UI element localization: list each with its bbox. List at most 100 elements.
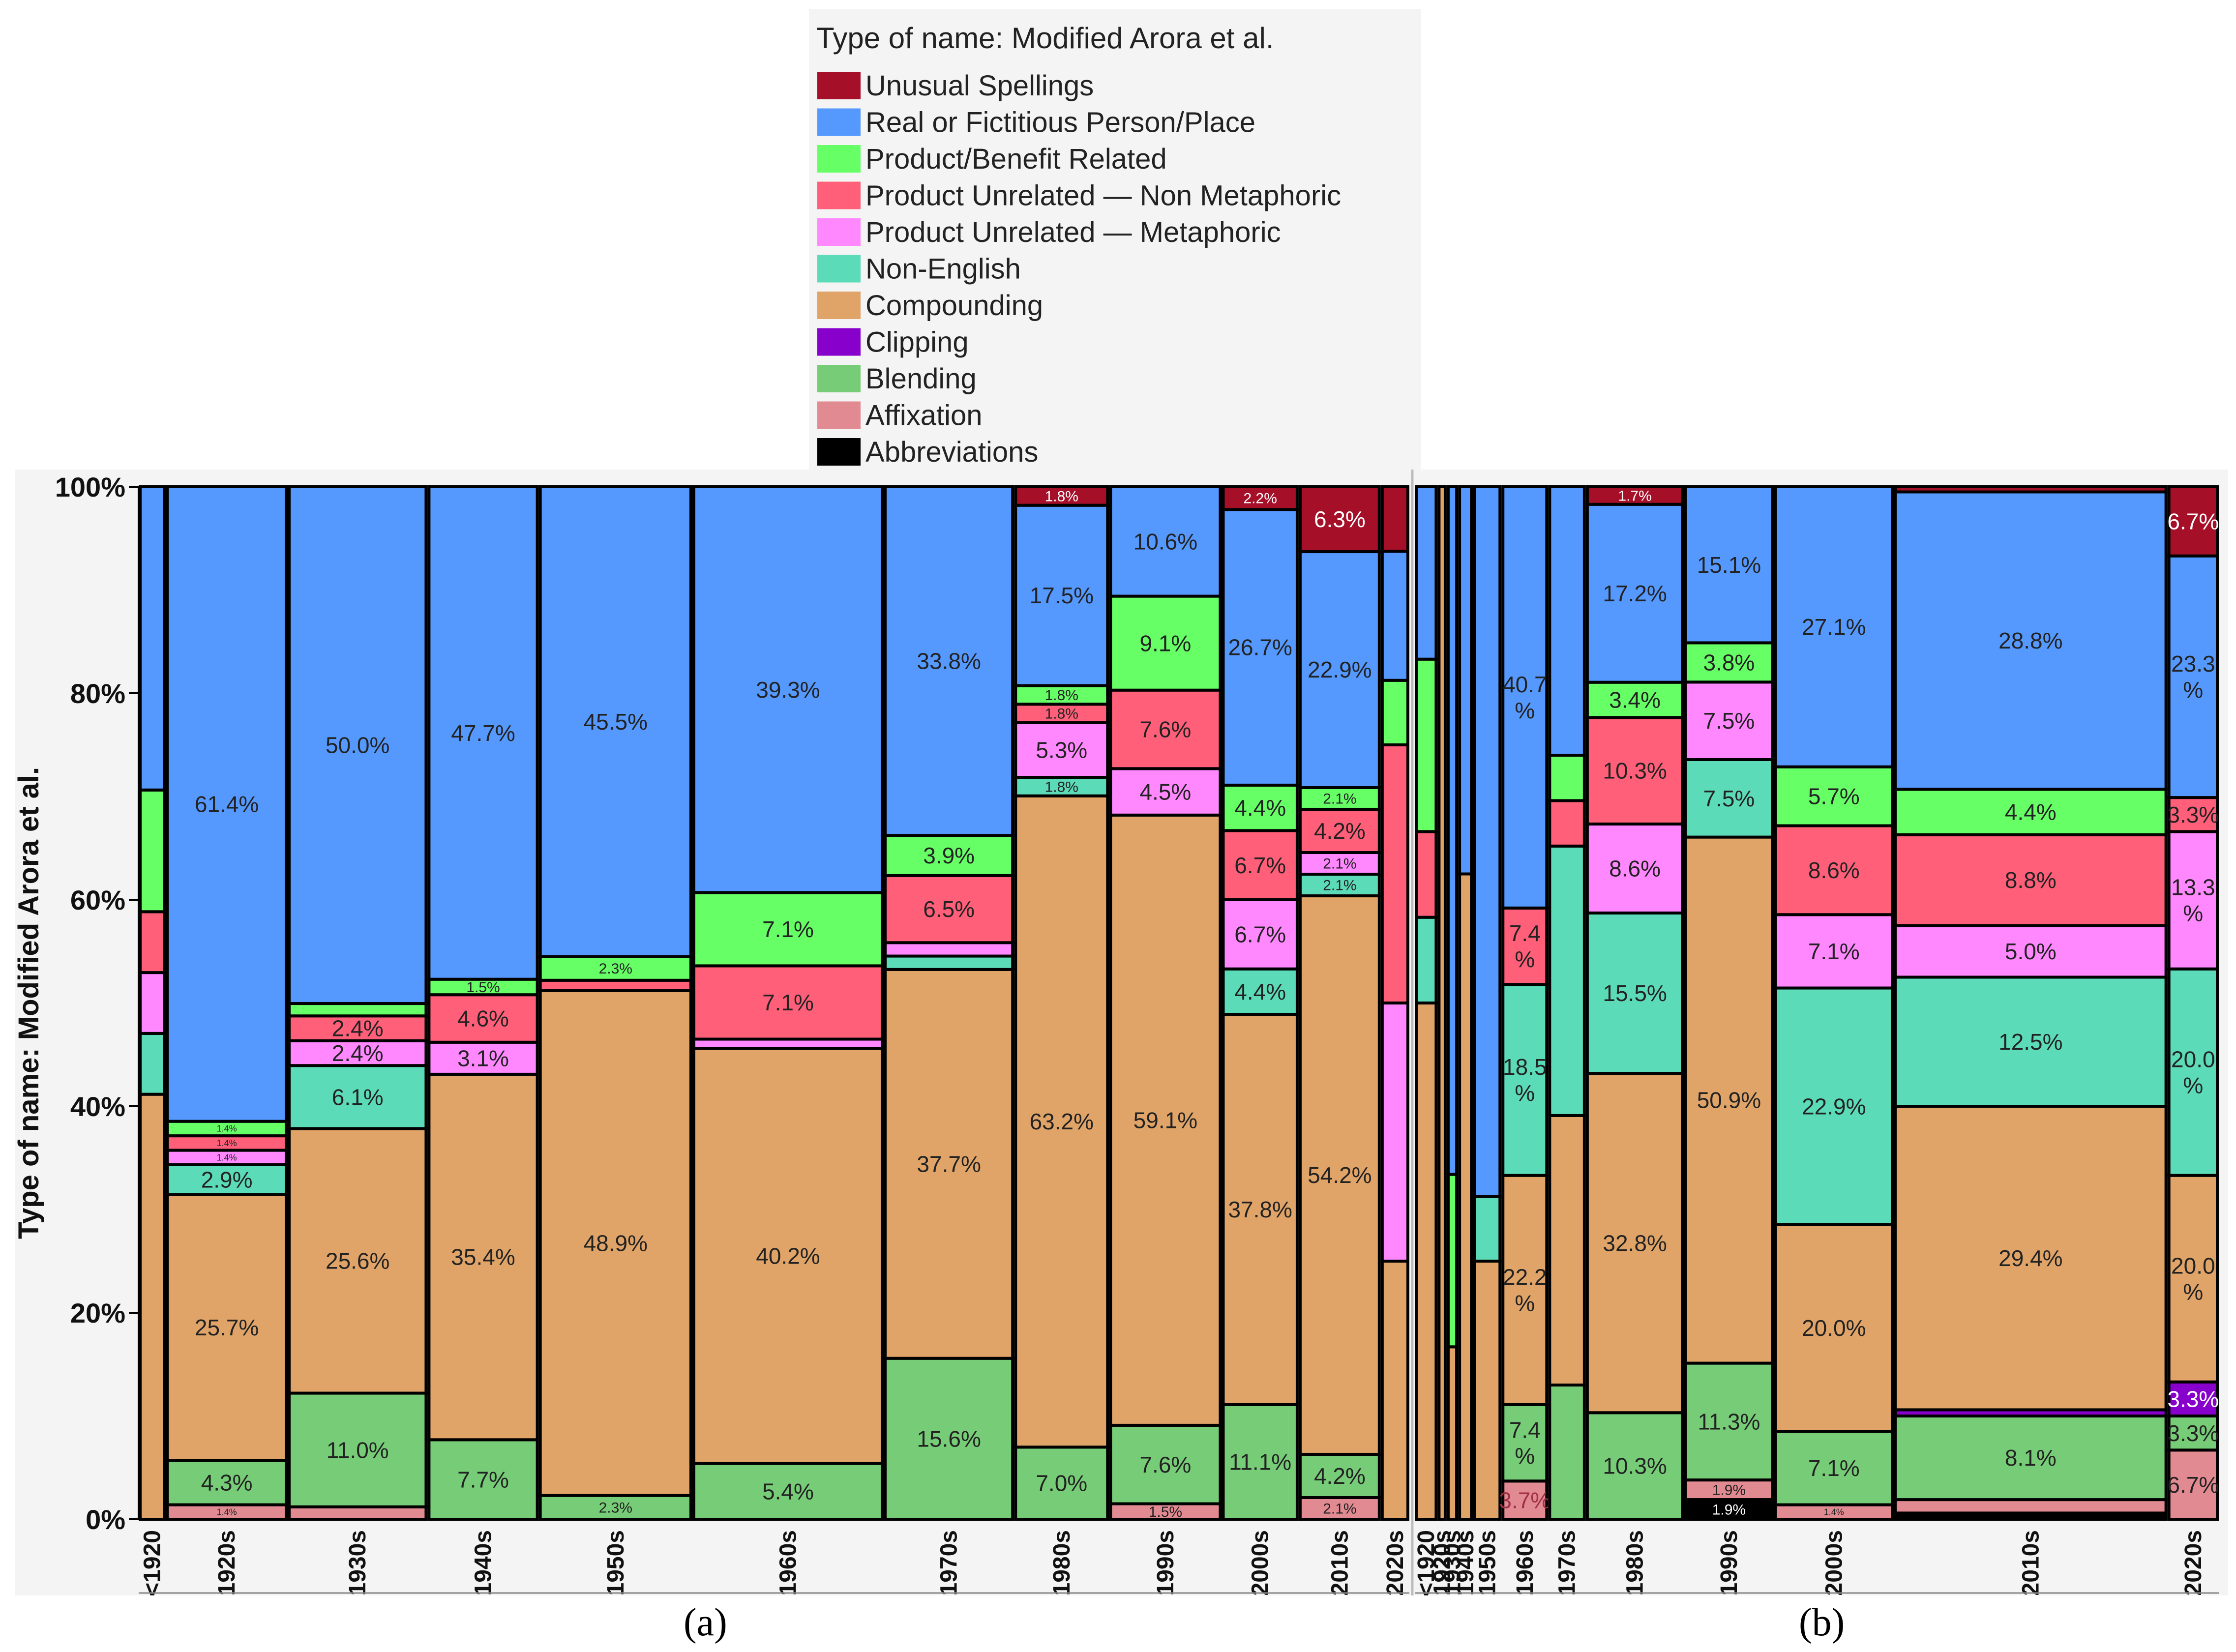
x-tick-label: 1980s (1049, 1530, 1075, 1595)
segment-ne (1548, 844, 1586, 1117)
segment-nm (884, 874, 1014, 944)
segment-pb (1774, 765, 1894, 827)
segment-label-co: 25.6% (326, 1248, 389, 1274)
segment-co (139, 1092, 166, 1521)
segment-nm (1415, 830, 1438, 919)
x-tick-label: 1970s (936, 1530, 962, 1595)
segment-co (427, 1072, 539, 1442)
segment-label-nm: 10.3% (1603, 758, 1667, 784)
segment-pb (1548, 754, 1586, 802)
segment-label-bl: 4.3% (201, 1470, 253, 1495)
segment-nm (1222, 829, 1299, 902)
segment-label-co: 50.9% (1697, 1088, 1761, 1113)
segment-rp (1473, 485, 1502, 1198)
column-1980s: 7.0% 63.2% 1.8% 5.3% 1.8% 1.8% 17.5% 1.8% (1014, 485, 1109, 1521)
segment-me (166, 1149, 288, 1166)
segment-nm (692, 964, 884, 1041)
legend-swatch-rp (817, 108, 861, 136)
segment-label-pb: 7.1% (762, 916, 814, 942)
segment-me (1380, 1002, 1409, 1263)
segment-label-ne: 22.9% (1802, 1093, 1866, 1119)
column-2000s: 1.4% 7.1% 20.0% 22.9% 7.1% 8.6% 5.7% 27.1% (1774, 485, 1894, 1521)
segment-us (1585, 485, 1684, 506)
segment-us (1014, 485, 1109, 507)
segment-label-ne: 2.9% (201, 1167, 253, 1193)
segment-af (1501, 1479, 1549, 1521)
legend-swatch-us (817, 72, 861, 99)
column-1930s (1446, 485, 1459, 1521)
y-tick-label: 80% (70, 678, 125, 709)
column-1920s (1437, 485, 1447, 1521)
segment-ne (1415, 915, 1438, 1004)
segment-pb (1109, 594, 1222, 692)
segment-label-ne: 1.8% (1045, 779, 1078, 795)
segment-label-pb: 5.7% (1808, 784, 1860, 809)
segment-af (1109, 1502, 1222, 1521)
segment-rp (1458, 485, 1473, 876)
x-tick-label: 1960s (1512, 1530, 1538, 1595)
segment-nm (1109, 688, 1222, 770)
segment-co (1014, 794, 1109, 1449)
legend-label-ne: Non-English (865, 253, 1021, 285)
y-tick-label: 20% (70, 1298, 125, 1328)
segment-co (1473, 1260, 1502, 1521)
legend-swatch-af (817, 401, 861, 429)
segment-nm (1380, 743, 1409, 1004)
segment-label-bl: 7.4 (1509, 1417, 1541, 1443)
x-tick-label: 1930s (345, 1530, 371, 1595)
segment-label-rp: 17.5% (1030, 583, 1094, 608)
segment-ne (1774, 986, 1894, 1226)
segment-bl (1298, 1452, 1381, 1499)
segment-label-rp: 50.0% (326, 733, 389, 758)
segment-label-nm: 6.7% (1234, 853, 1286, 878)
segment-co (884, 968, 1014, 1360)
segment-ne (1501, 983, 1549, 1177)
segment-label-pb: 3.9% (923, 843, 975, 868)
segment-label-pb: 2.1% (1323, 791, 1356, 807)
segment-label-ne: 15.5% (1603, 980, 1667, 1006)
segment-label-nm: 3.3% (2167, 802, 2219, 827)
legend-label-af: Affixation (865, 400, 983, 432)
segment-label-af: 3.7% (1499, 1487, 1550, 1513)
segment-ne (1473, 1195, 1502, 1263)
x-tick-label: 1960s (775, 1530, 801, 1595)
segment-rp (1585, 502, 1684, 684)
segment-label-me: 6.7% (1234, 921, 1286, 947)
legend-label-co: Compounding (865, 290, 1043, 322)
segment-label-af: 1.4% (1824, 1507, 1844, 1517)
segment-label-rp: 61.4% (195, 791, 259, 817)
segment-co (166, 1193, 288, 1462)
segment-label-nm: 1.4% (217, 1138, 237, 1148)
segment-label-co: 37.8% (1228, 1197, 1292, 1222)
segment-label-af: 1.9% (1712, 1482, 1746, 1499)
column-2000s: 11.1% 37.8% 4.4% 6.7% 6.7% 4.4% 26.7% 2.2% (1222, 485, 1299, 1521)
segment-label-ne: 4.4% (1234, 979, 1286, 1004)
segment-label-us: 2.2% (1244, 491, 1277, 507)
x-tick-label: 1970s (1554, 1530, 1580, 1595)
segment-label-rp: 15.1% (1697, 552, 1761, 578)
segment-pb (1415, 657, 1438, 833)
segment-label-cl: 3.3% (2167, 1386, 2219, 1412)
segment-label-bl: 11.1% (1229, 1449, 1291, 1475)
legend-swatch-ne (817, 255, 861, 283)
segment-label-ne: 2.1% (1323, 878, 1356, 894)
segment-label-co: 32.8% (1603, 1230, 1667, 1256)
segment-pb (884, 834, 1014, 877)
segment-label-rp: 39.3% (756, 677, 820, 703)
segment-pb (1380, 678, 1409, 746)
segment-label-pb: 4.4% (1234, 795, 1286, 821)
legend-label-bl: Blending (865, 363, 977, 395)
segment-label-pb: 1.4% (217, 1124, 237, 1134)
y-tick-label: 60% (70, 885, 125, 915)
segment-label-co: % (2183, 1279, 2203, 1304)
segment-me (139, 971, 166, 1035)
segment-label-rp: 33.8% (917, 649, 981, 674)
segment-label-rp: 45.5% (584, 709, 648, 735)
segment-nm (1548, 799, 1586, 848)
x-tick-label: 1920s (1430, 1530, 1456, 1595)
x-tick-label: 2000s (1821, 1530, 1847, 1595)
segment-me (1774, 913, 1894, 990)
panel-b-caption: (b) (1799, 1601, 1845, 1644)
x-tick-label: 2000s (1248, 1530, 1274, 1595)
segment-af (288, 1505, 428, 1521)
